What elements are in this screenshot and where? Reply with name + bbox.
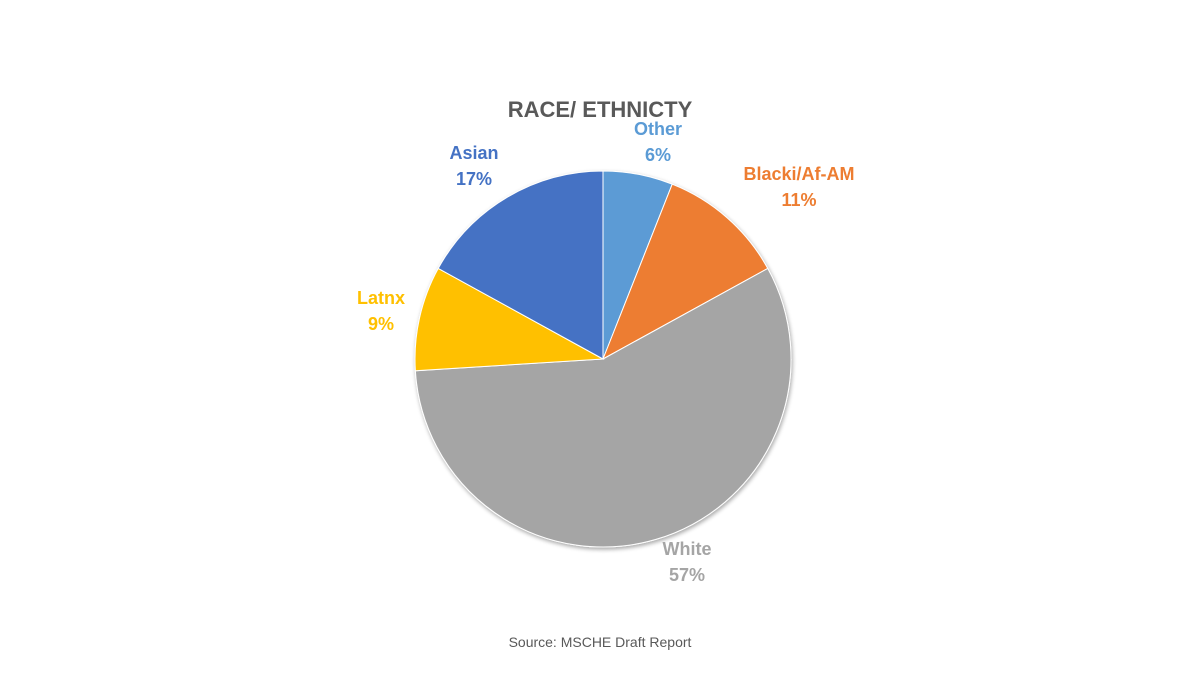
pie-slice-latnx (414, 267, 605, 372)
slice-percent-label: 17% (456, 169, 492, 189)
slice-label: Latnx (357, 288, 405, 308)
slice-percent-label: 57% (669, 565, 705, 585)
slice-label: White (663, 539, 712, 559)
slice-percent-label: 9% (368, 314, 394, 334)
slice-label: Asian (449, 143, 498, 163)
chart-title: RACE/ ETHNICTY (507, 97, 693, 122)
source-note: Source: MSCHE Draft Report (508, 634, 692, 650)
pie-slice-blacki-af-am (602, 183, 769, 361)
slice-percent-label: 6% (645, 145, 671, 165)
slice-percent-label: 11% (781, 190, 816, 210)
pie-slice-asian (437, 170, 604, 360)
slice-label: Other (634, 119, 682, 139)
slice-label: Blacki/Af-AM (743, 164, 854, 184)
pie-slice-white (414, 267, 792, 548)
